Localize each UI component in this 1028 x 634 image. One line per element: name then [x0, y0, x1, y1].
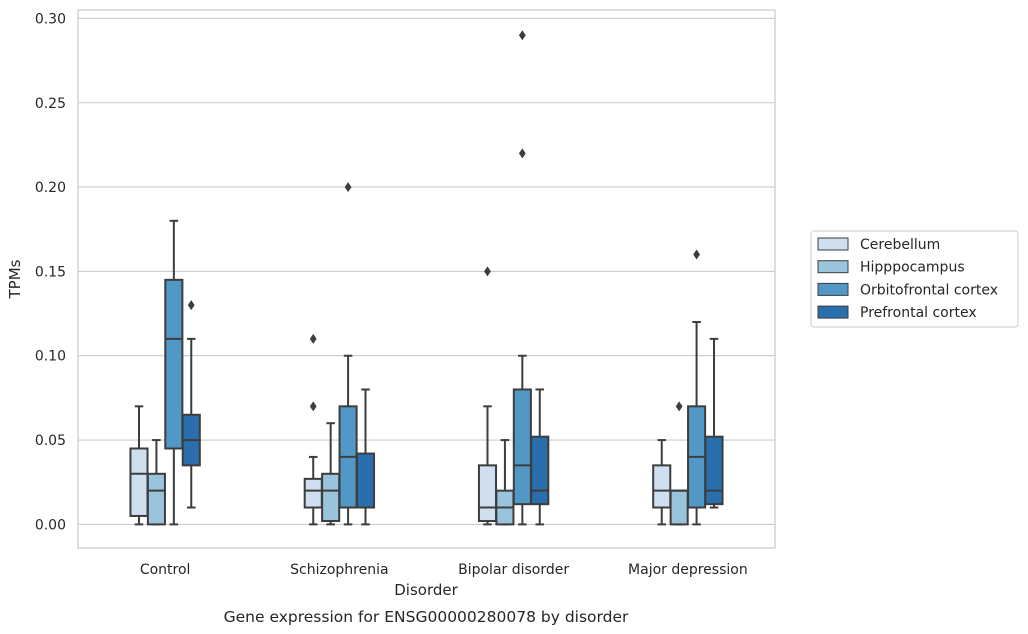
- iqr-box: [704, 435, 724, 506]
- iqr-box: [512, 388, 532, 506]
- outlier-marker: [518, 30, 526, 41]
- iqr-box: [303, 477, 323, 509]
- legend-swatch: [817, 305, 849, 319]
- outlier-marker: [675, 401, 683, 412]
- iqr-box: [669, 489, 689, 526]
- y-axis-ticks: 0.00 0.05 0.10 0.15 0.20 0.25 0.30: [35, 11, 66, 533]
- iqr-box: [146, 472, 166, 526]
- iqr-box: [477, 464, 498, 523]
- y-tick-label: 0.10: [35, 349, 66, 365]
- legend-frame: [810, 230, 1019, 328]
- iqr-box: [652, 464, 672, 509]
- y-tick-label: 0.20: [35, 180, 66, 196]
- outlier-marker: [484, 266, 491, 277]
- y-tick-label: 0.30: [35, 11, 66, 27]
- x-tick-label: Major depression: [628, 562, 748, 578]
- iqr-box: [530, 435, 550, 506]
- y-axis-label: TPMs: [6, 259, 24, 299]
- iqr-box: [321, 472, 341, 523]
- box-group: [129, 405, 149, 526]
- iqr-box: [129, 447, 149, 517]
- box-group: [704, 337, 724, 509]
- y-tick-label: 0.25: [35, 96, 66, 112]
- box-group: [355, 388, 376, 526]
- box-group: [181, 300, 201, 509]
- x-axis-ticks: Control Schizophrenia Bipolar disorder Majo…: [140, 562, 748, 578]
- y-tick-label: 0.05: [35, 433, 66, 449]
- plot-area-frame: [77, 9, 776, 549]
- x-tick-label: Schizophrenia: [290, 562, 388, 578]
- box-group: [495, 439, 515, 526]
- outlier-marker: [309, 333, 317, 344]
- legend-swatch: [817, 260, 849, 274]
- y-tick-label: 0.00: [35, 517, 66, 533]
- outlier-marker: [518, 148, 526, 159]
- legend-label: Cerebellum: [860, 237, 940, 253]
- iqr-box: [164, 278, 184, 450]
- legend-label: Hipppocampus: [860, 260, 965, 276]
- x-tick-label: Control: [140, 562, 191, 578]
- legend-label: Prefrontal cortex: [860, 305, 977, 321]
- chart-caption: Gene expression for ENSG00000280078 by d…: [224, 608, 629, 626]
- outlier-marker: [309, 401, 317, 412]
- iqr-box: [355, 452, 376, 509]
- y-tick-label: 0.15: [35, 264, 66, 280]
- x-axis-label: Disorder: [394, 581, 458, 599]
- box-group: [530, 388, 550, 526]
- legend-label: Orbitofrontal cortex: [860, 282, 998, 298]
- outlier-marker: [693, 249, 700, 260]
- box-group: [303, 333, 323, 526]
- box-group: [477, 266, 498, 526]
- x-tick-label: Bipolar disorder: [458, 562, 569, 578]
- legend: Cerebellum Hipppocampus Orbitofrontal cort…: [810, 230, 1019, 328]
- legend-swatch: [817, 282, 849, 296]
- legend-swatch: [817, 237, 849, 251]
- box-group: [652, 439, 672, 526]
- outlier-marker: [187, 300, 195, 311]
- box-series: [129, 30, 724, 526]
- outlier-marker: [344, 182, 352, 193]
- box-group: [146, 439, 166, 526]
- box-group: [164, 219, 184, 526]
